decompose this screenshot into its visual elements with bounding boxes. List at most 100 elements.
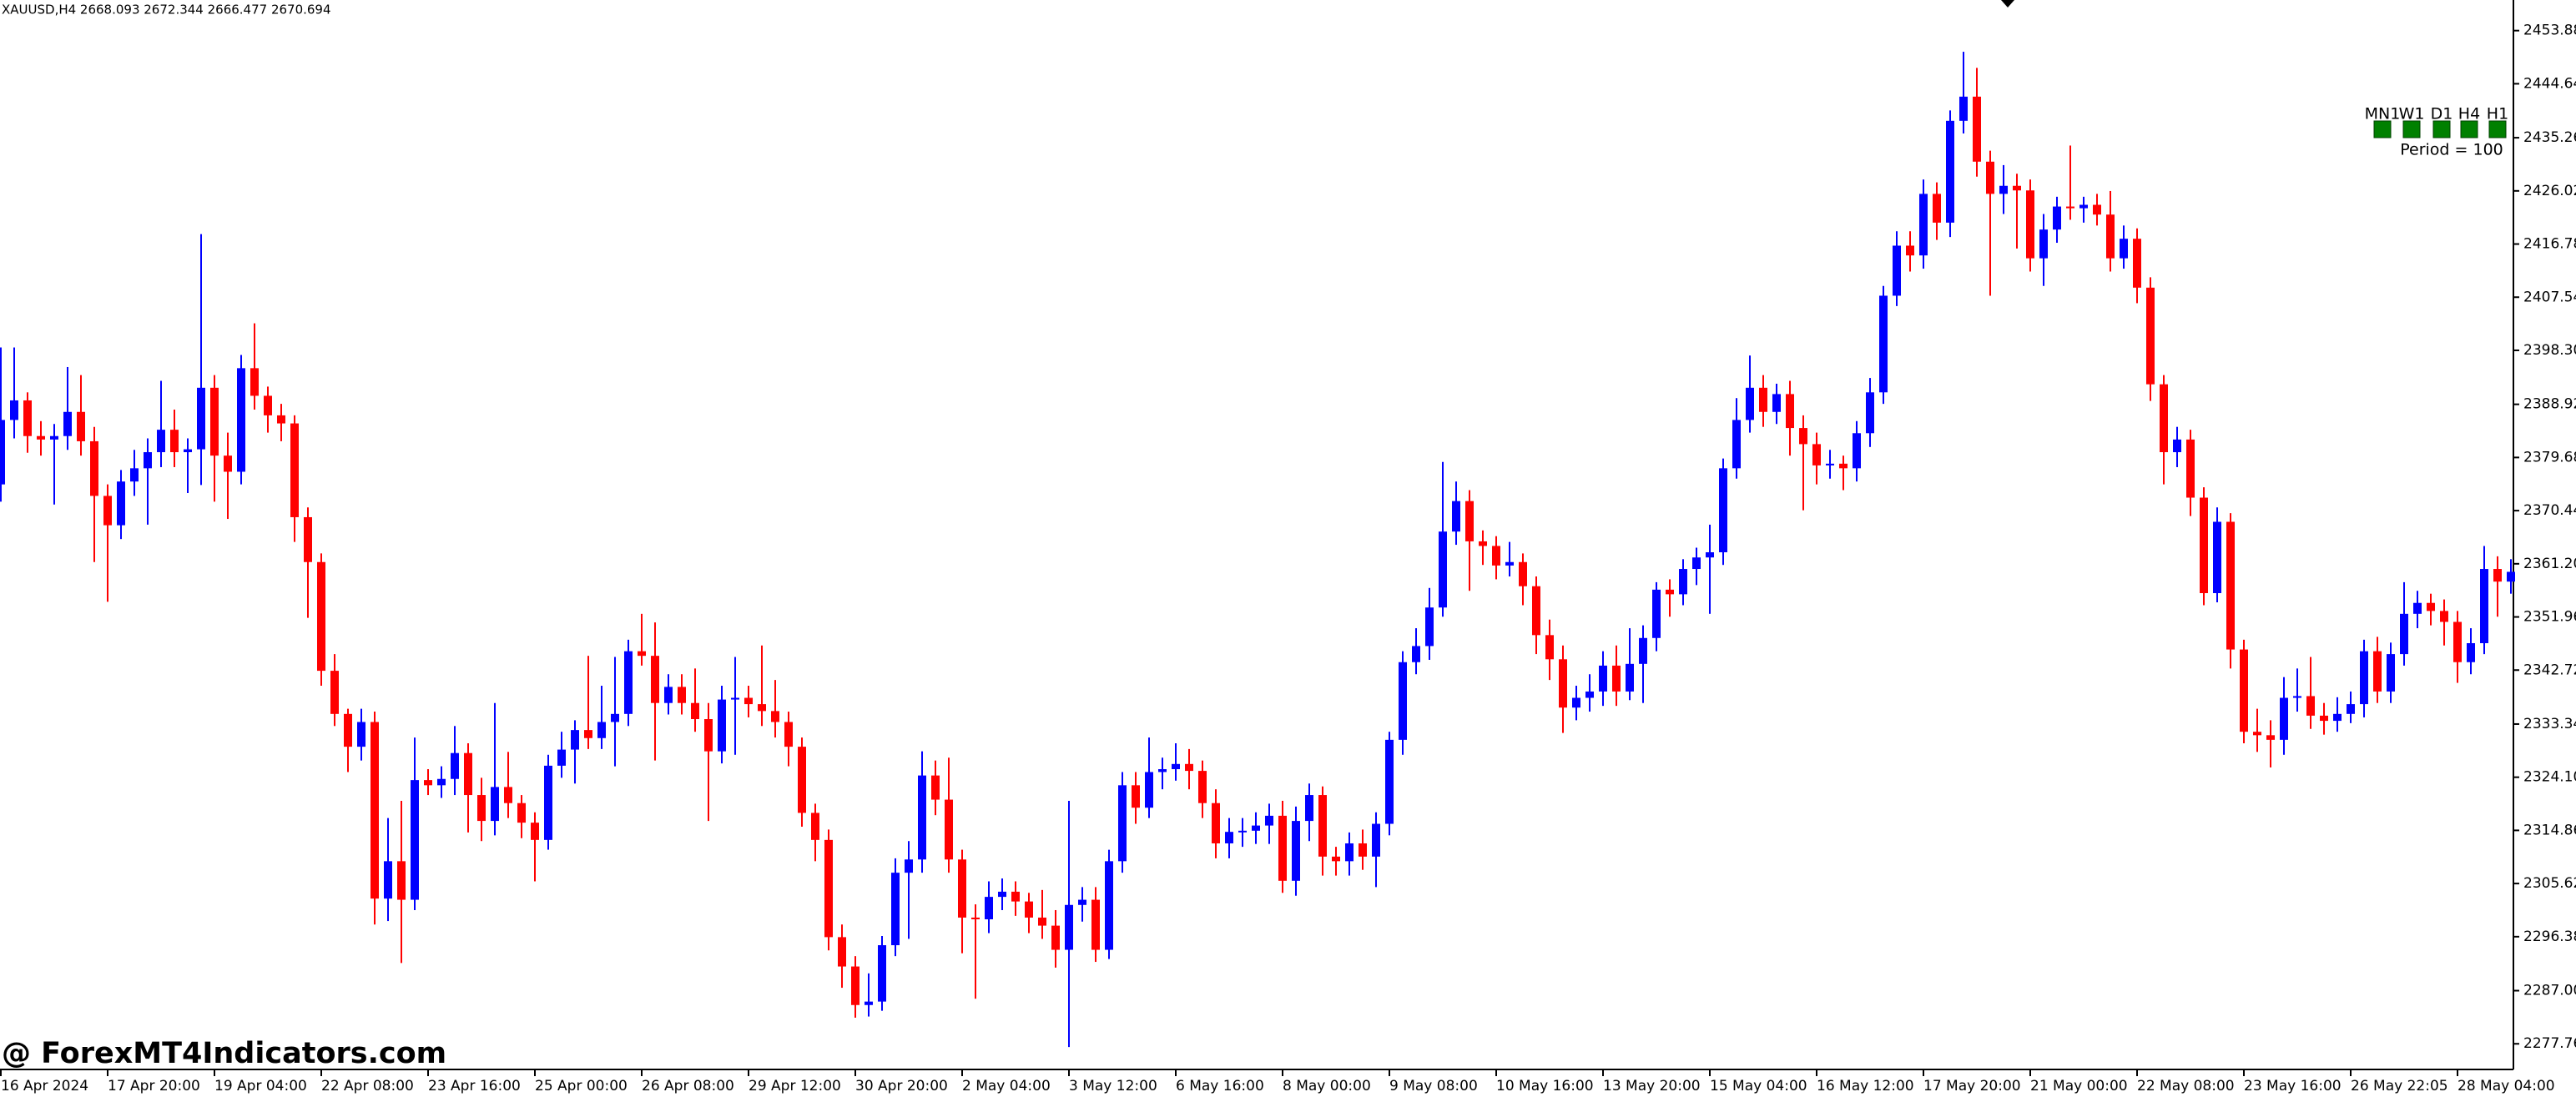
y-tick-label: 2388.920 — [2523, 396, 2576, 413]
x-tick-label: 23 Apr 16:00 — [428, 1078, 521, 1094]
candle-body — [905, 859, 913, 873]
candle-body — [1772, 394, 1781, 412]
candle-body — [1238, 830, 1247, 833]
candle-body — [1999, 185, 2008, 194]
y-tick-label: 2361.200 — [2523, 556, 2576, 572]
candle-body — [1091, 899, 1100, 950]
candle-body — [851, 966, 860, 1005]
x-tick-label: 10 May 16:00 — [1496, 1078, 1594, 1094]
candle-body — [1359, 843, 1367, 857]
candle-body — [2387, 654, 2395, 692]
y-tick-label: 2305.620 — [2523, 875, 2576, 892]
x-tick-label: 2 May 04:00 — [962, 1078, 1051, 1094]
candle-body — [638, 651, 646, 657]
candle-body — [1158, 769, 1167, 772]
y-tick-label: 2333.340 — [2523, 716, 2576, 732]
candle-body — [1719, 468, 1727, 553]
candle-body — [344, 713, 352, 747]
candle-body — [2266, 735, 2275, 740]
y-tick-label: 2435.260 — [2523, 129, 2576, 146]
candle-body — [2413, 602, 2422, 614]
candle-body — [664, 687, 673, 703]
candle-body — [1706, 552, 1714, 558]
candle-body — [1439, 531, 1447, 608]
candle-body — [1198, 771, 1207, 803]
candle-body — [1051, 925, 1060, 950]
candle-body — [1212, 803, 1220, 843]
candle-body — [1425, 607, 1434, 647]
candle-body — [2240, 649, 2248, 732]
candle-body — [1265, 815, 1273, 826]
candle-body — [491, 787, 499, 822]
x-tick-label: 23 May 16:00 — [2244, 1078, 2342, 1094]
candle-body — [918, 775, 926, 860]
candle-body — [584, 730, 592, 738]
candle-body — [2079, 204, 2088, 209]
candle-body — [2493, 569, 2502, 582]
candle-body — [2120, 239, 2128, 259]
candle-body — [945, 799, 953, 860]
y-tick-label: 2407.540 — [2523, 289, 2576, 305]
x-tick-label: 22 Apr 08:00 — [321, 1078, 414, 1094]
candle-body — [1025, 901, 1033, 918]
y-tick-label: 2379.680 — [2523, 449, 2576, 465]
timeframe-status — [2488, 120, 2507, 138]
candle-body — [1145, 772, 1153, 808]
candle-body — [1559, 659, 1567, 708]
candle-body — [2146, 287, 2155, 385]
x-tick-label: 21 May 00:00 — [2030, 1078, 2128, 1094]
shift-marker — [2001, 0, 2014, 8]
x-tick-label: 26 May 22:05 — [2351, 1078, 2448, 1094]
candle-body — [931, 775, 940, 800]
candle-body — [10, 400, 18, 420]
candle-body — [624, 651, 633, 714]
x-tick-label: 8 May 00:00 — [1283, 1078, 1371, 1094]
candle-body — [1812, 444, 1821, 465]
candle-body — [2427, 602, 2435, 611]
candle-body — [678, 687, 686, 703]
candle-body — [1332, 856, 1340, 862]
candle-body — [718, 699, 726, 752]
candle-body — [2333, 713, 2342, 722]
candle-body — [1185, 763, 1193, 772]
timeframe-status — [2460, 120, 2478, 138]
y-tick-label: 2342.720 — [2523, 662, 2576, 678]
candle-body — [1626, 663, 1634, 692]
candle-body — [1532, 586, 1540, 636]
candle-body — [1519, 561, 1527, 586]
x-tick-label: 28 May 04:00 — [2458, 1078, 2555, 1094]
candle-body — [571, 730, 579, 750]
candle-body — [130, 468, 139, 482]
timeframe-status — [2402, 120, 2421, 138]
x-tick-label: 26 Apr 08:00 — [642, 1078, 734, 1094]
y-tick-label: 2324.100 — [2523, 769, 2576, 786]
candle-body — [1839, 463, 1848, 469]
candle-body — [2253, 732, 2261, 736]
watermark: @ ForexMT4Indicators.com — [2, 1037, 446, 1070]
candle-body — [237, 368, 245, 472]
x-tick-label: 17 Apr 20:00 — [108, 1078, 200, 1094]
candle-body — [731, 697, 739, 700]
candle-body — [170, 430, 179, 453]
candle-body — [1399, 662, 1407, 740]
candle-body — [824, 839, 833, 938]
candle-body — [2053, 206, 2061, 230]
candle-body — [2373, 651, 2382, 692]
candle-body — [1132, 785, 1140, 808]
candle-body — [1172, 763, 1180, 770]
candle-body — [2480, 569, 2488, 643]
candle-body — [2186, 439, 2195, 498]
y-tick-label: 2444.640 — [2523, 75, 2576, 92]
candle-body — [477, 795, 486, 822]
candle-body — [2507, 571, 2515, 582]
candle-body — [357, 722, 365, 747]
candle-body — [1986, 161, 1994, 194]
candle-body — [464, 752, 472, 796]
candle-body — [437, 778, 446, 786]
candle-body — [317, 561, 325, 672]
candle-body — [1759, 387, 1767, 412]
candle-body — [2360, 651, 2368, 705]
candle-body — [144, 452, 152, 469]
candle-body — [811, 813, 819, 840]
candle-body — [1278, 815, 1287, 881]
